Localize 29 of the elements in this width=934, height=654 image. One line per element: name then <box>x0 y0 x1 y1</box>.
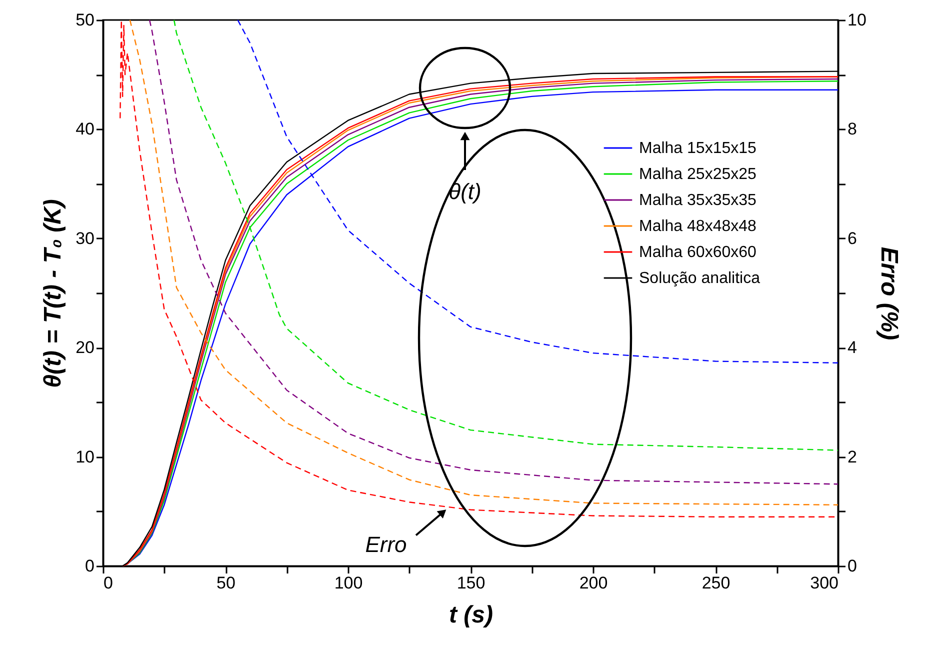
y-tick-label: 10 <box>76 447 94 466</box>
y-tick-label: 20 <box>76 338 94 358</box>
y2-tick-label: 6 <box>848 228 857 248</box>
annotation: Erro <box>365 532 407 558</box>
legend-label: Malha 35x35x35 <box>639 192 757 209</box>
y2-tick-label: 8 <box>848 120 857 139</box>
y2-tick-label: 4 <box>848 338 857 358</box>
x-tick-label: 50 <box>216 574 236 592</box>
x-tick-label: 250 <box>702 574 730 592</box>
x-axis-title: t (s) <box>449 602 493 628</box>
y2-tick-label: 0 <box>848 556 857 576</box>
y2-tick-label: 2 <box>848 447 857 466</box>
legend-label: Malha 25x25x25 <box>639 166 757 183</box>
y-tick-label: 0 <box>85 556 94 576</box>
x-tick-label: 0 <box>104 574 113 592</box>
x-tick-label: 200 <box>579 574 608 592</box>
y2-axis-title: Erro (%) <box>875 246 902 340</box>
legend-label: Malha 48x48x48 <box>639 218 757 235</box>
y-tick-label: 30 <box>76 228 94 248</box>
x-tick-label: 300 <box>810 574 838 592</box>
y-tick-label: 50 <box>76 10 94 30</box>
y-axis-title: θ(t) = T(t) - T₀ (K) <box>40 199 67 388</box>
x-tick-label: 100 <box>334 574 363 592</box>
y2-tick-label: 10 <box>848 10 866 30</box>
legend-label: Solução analitica <box>639 270 760 287</box>
y-tick-label: 40 <box>76 120 94 139</box>
legend-label: Malha 60x60x60 <box>639 244 757 261</box>
x-tick-label: 150 <box>456 574 486 592</box>
legend-label: Malha 15x15x15 <box>639 140 757 157</box>
